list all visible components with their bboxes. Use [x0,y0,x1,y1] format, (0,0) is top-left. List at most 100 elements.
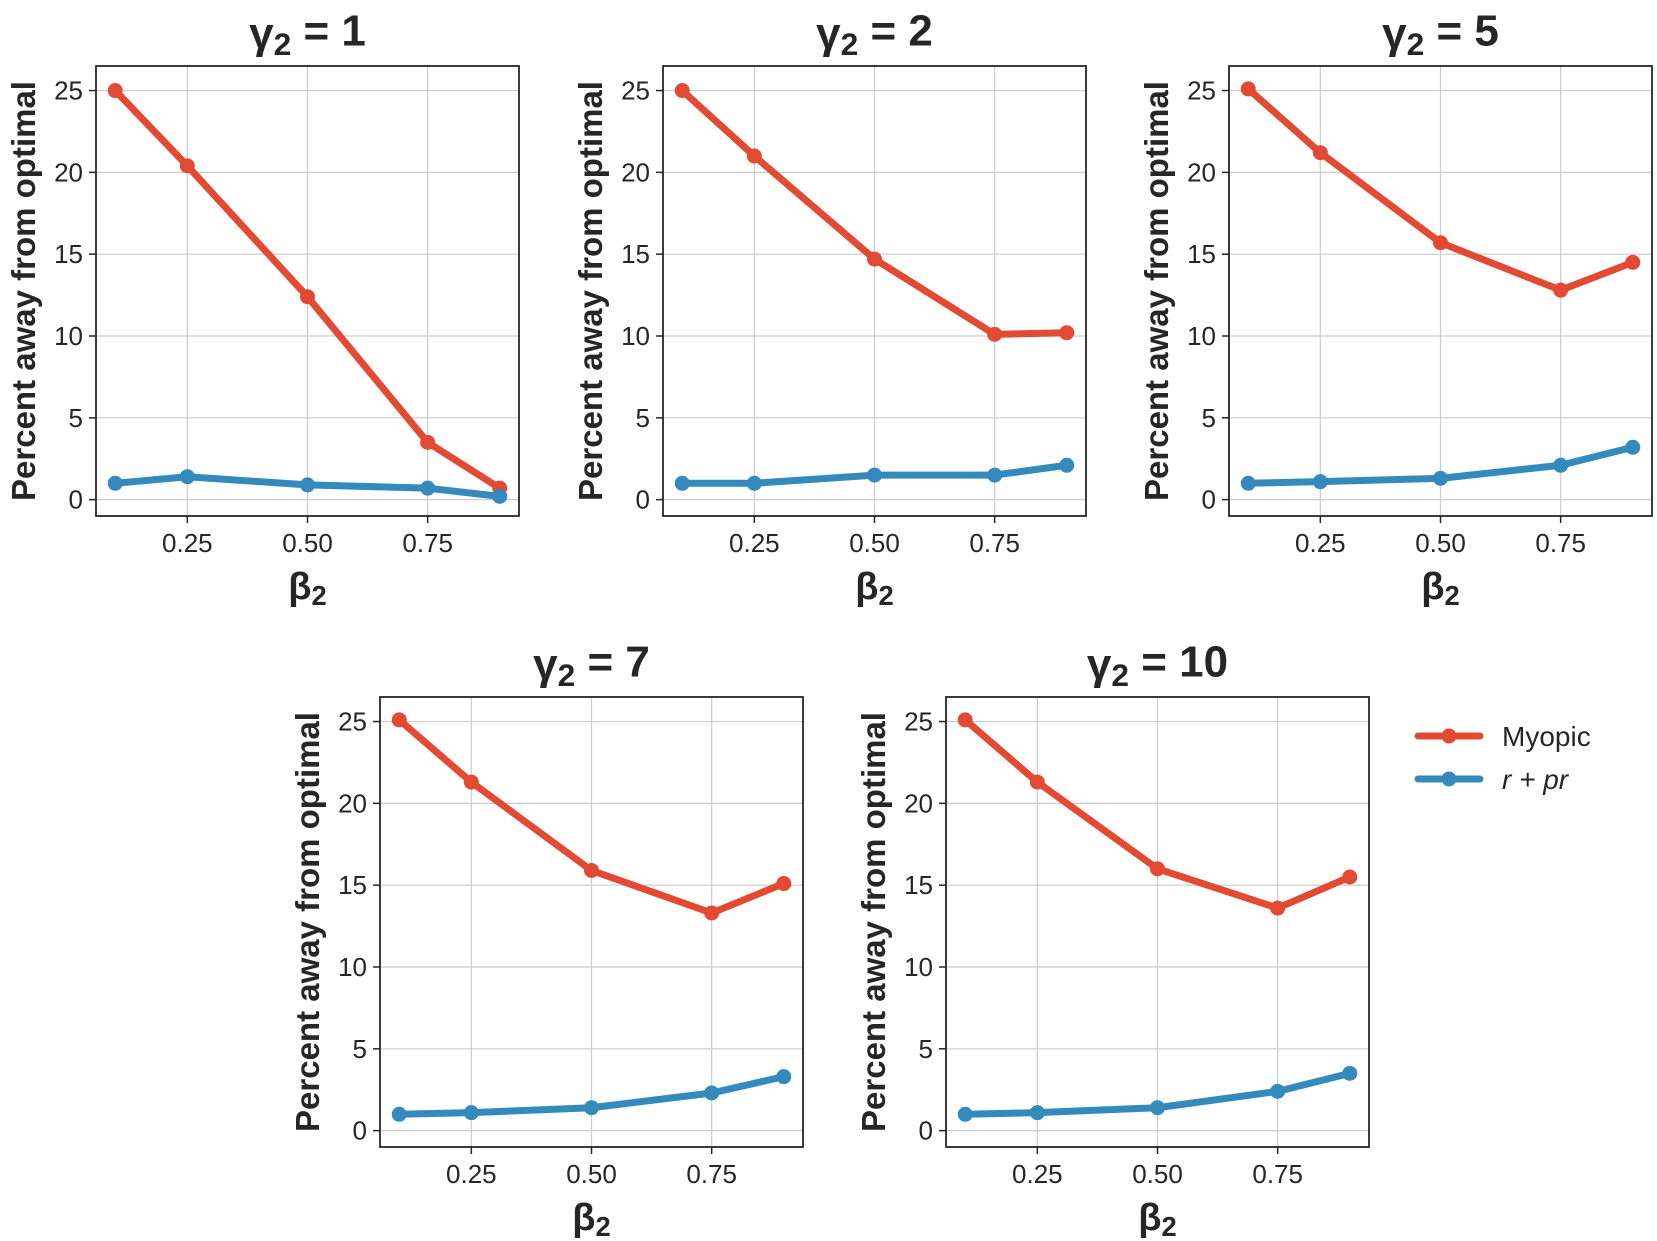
panel-title: γ2 = 7 [533,637,650,693]
x-tick-label: 0.75 [1252,1159,1303,1189]
axes-frame [379,696,804,1148]
data-point-myopic [420,434,436,450]
data-point-r-pr [987,467,1003,483]
data-point-r-pr [492,488,508,504]
data-point-myopic [1029,774,1045,790]
x-axis-label: β2 [288,566,326,611]
subplot-4: 0.25 0.50 0.75 0 5 10 15 20 25 γ2 = 7 β2 Percent aw… [289,637,804,1241]
subplot-5: 0.25 0.50 0.75 0 5 10 15 20 25 γ2 = 10 β2 Percent a… [855,637,1370,1241]
y-tick-label: 5 [636,403,650,433]
y-tick-label: 0 [636,485,650,515]
x-axis-label: β2 [572,1197,610,1241]
data-point-r-pr [420,480,436,496]
x-axis-label: β2 [855,566,893,611]
y-tick-label: 15 [54,239,83,269]
x-tick-label: 0.75 [1535,528,1586,558]
panel-title: γ2 = 10 [1087,637,1228,693]
legend-label: r + pr [1502,764,1570,795]
y-tick-label: 5 [919,1034,933,1064]
x-tick-label: 0.50 [1415,528,1466,558]
y-tick-label: 10 [338,952,367,982]
y-tick-label: 20 [904,788,933,818]
legend-marker [1441,771,1457,787]
panel-title: γ2 = 2 [816,6,933,62]
data-point-r-pr [776,1069,792,1085]
data-point-myopic [1433,235,1448,251]
y-tick-label: 15 [904,870,933,900]
data-point-r-pr [179,469,195,485]
y-tick-label: 15 [621,239,650,269]
data-point-myopic [107,83,123,99]
x-tick-label: 0.50 [282,528,333,558]
y-tick-label: 0 [919,1116,933,1146]
data-point-myopic [300,289,315,305]
data-point-r-pr [391,1106,407,1122]
legend-label: Myopic [1502,721,1591,752]
y-tick-label: 25 [621,76,650,106]
data-point-myopic [1625,254,1641,270]
data-point-r-pr [1029,1105,1045,1121]
y-tick-label: 15 [338,870,367,900]
y-tick-label: 10 [904,952,933,982]
y-tick-label: 25 [1187,76,1216,106]
y-tick-label: 5 [69,403,83,433]
x-tick-label: 0.25 [1012,1159,1063,1189]
data-point-myopic [776,876,792,892]
data-point-r-pr [463,1105,479,1121]
data-point-r-pr [300,477,315,493]
subplot-3: 0.25 0.50 0.75 0 5 10 15 20 25 γ2 = 5 β2 Percent aw… [1138,6,1653,611]
data-point-myopic [704,905,720,921]
y-tick-label: 10 [621,321,650,351]
data-point-r-pr [1270,1083,1286,1099]
subplot-2: 0.25 0.50 0.75 0 5 10 15 20 25 γ2 = 2 β2 Percent aw… [572,6,1087,611]
data-point-myopic [867,251,882,267]
x-tick-label: 0.75 [969,528,1020,558]
data-point-myopic [1312,145,1328,161]
data-point-r-pr [1342,1065,1358,1081]
x-axis-label: β2 [1421,566,1459,611]
legend-marker [1441,728,1457,744]
data-point-r-pr [704,1085,720,1101]
x-tick-label: 0.75 [686,1159,737,1189]
y-axis-label: Percent away from optimal [572,81,609,501]
data-point-myopic [584,862,599,878]
data-point-r-pr [1312,474,1328,490]
data-point-myopic [391,712,407,728]
data-point-r-pr [1433,470,1448,486]
data-point-r-pr [1625,439,1641,455]
legend-entry-r-pr: r + pr [1414,764,1570,795]
axes-frame [1228,65,1653,517]
y-tick-label: 5 [1202,403,1216,433]
data-point-r-pr [674,475,690,491]
data-point-r-pr [1553,457,1569,473]
x-tick-label: 0.25 [162,528,213,558]
legend-entry-myopic: Myopic [1414,721,1591,752]
y-tick-label: 20 [1187,157,1216,187]
data-point-myopic [1150,861,1165,877]
panel-title: γ2 = 1 [249,6,366,62]
y-tick-label: 0 [69,485,83,515]
data-point-myopic [179,158,195,174]
data-point-r-pr [746,475,762,491]
data-point-r-pr [1059,457,1075,473]
axes-frame [662,65,1087,517]
data-point-r-pr [957,1106,973,1122]
legend: Myopic r + pr [1414,721,1591,795]
y-tick-label: 25 [338,707,367,737]
y-axis-label: Percent away from optimal [289,712,326,1132]
y-tick-label: 0 [353,1116,367,1146]
data-point-myopic [1059,325,1075,341]
data-point-myopic [1342,869,1358,885]
data-point-myopic [1240,81,1256,97]
y-tick-label: 25 [904,707,933,737]
x-tick-label: 0.50 [1132,1159,1183,1189]
x-tick-label: 0.25 [446,1159,497,1189]
data-point-myopic [1270,900,1286,916]
y-axis-label: Percent away from optimal [855,712,892,1132]
data-point-myopic [674,83,690,99]
panel-title: γ2 = 5 [1382,6,1499,62]
data-point-r-pr [584,1100,599,1116]
axes-frame [945,696,1370,1148]
x-tick-label: 0.25 [1295,528,1346,558]
y-tick-label: 10 [54,321,83,351]
